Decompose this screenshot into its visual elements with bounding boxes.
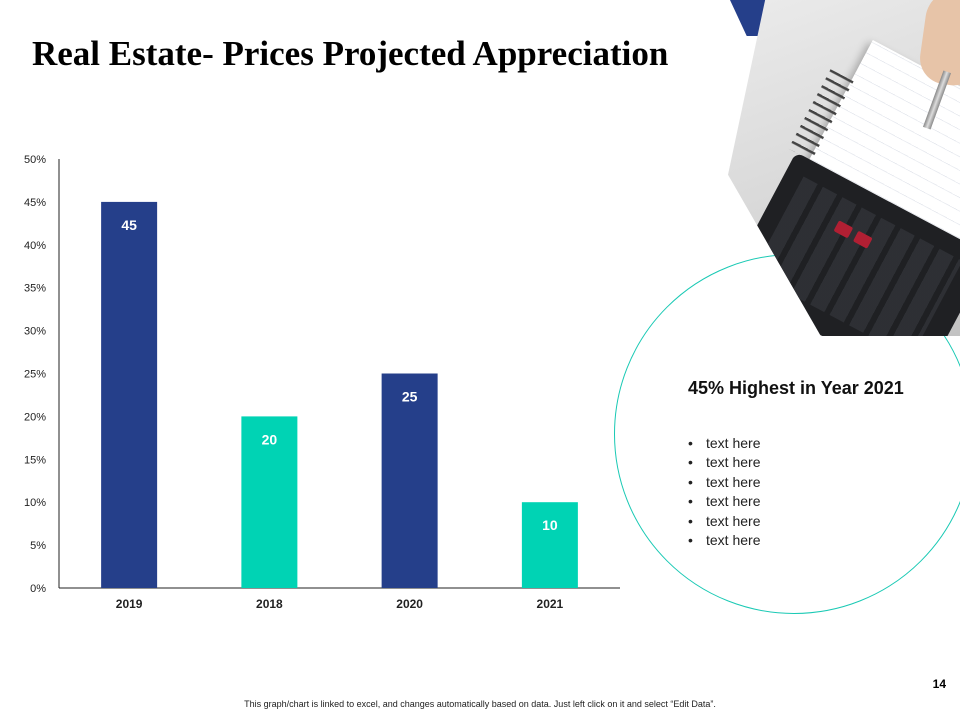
bar bbox=[521, 502, 578, 588]
bar bbox=[381, 373, 438, 588]
x-tick-label: 2021 bbox=[537, 597, 564, 611]
y-tick-label: 15% bbox=[24, 454, 46, 466]
y-tick-label: 0% bbox=[30, 583, 46, 595]
bullet-item: text here bbox=[688, 512, 760, 531]
bullet-item: text here bbox=[688, 453, 760, 472]
page-number: 14 bbox=[932, 677, 946, 691]
bullet-item: text here bbox=[688, 473, 760, 492]
y-tick-label: 10% bbox=[24, 497, 46, 509]
bullet-item: text here bbox=[688, 492, 760, 511]
data-label: 10 bbox=[542, 517, 558, 533]
data-label: 25 bbox=[402, 389, 418, 405]
y-tick-label: 20% bbox=[24, 411, 46, 423]
y-tick-label: 45% bbox=[24, 197, 46, 209]
x-tick-label: 2020 bbox=[396, 597, 423, 611]
bullet-item: text here bbox=[688, 531, 760, 550]
x-tick-label: 2019 bbox=[116, 597, 143, 611]
y-tick-label: 5% bbox=[30, 540, 46, 552]
y-tick-label: 35% bbox=[24, 283, 46, 295]
bullet-item: text here bbox=[688, 434, 760, 453]
y-tick-label: 25% bbox=[24, 369, 46, 381]
footnote: This graph/chart is linked to excel, and… bbox=[244, 699, 716, 709]
y-tick-label: 50% bbox=[24, 154, 46, 166]
callout-bullet-list: text here text here text here text here … bbox=[688, 434, 760, 550]
page-title: Real Estate- Prices Projected Appreciati… bbox=[32, 34, 669, 73]
bar bbox=[241, 416, 298, 588]
y-tick-label: 40% bbox=[24, 240, 46, 252]
data-label: 20 bbox=[262, 431, 278, 447]
data-label: 45 bbox=[121, 217, 137, 233]
y-tick-label: 30% bbox=[24, 326, 46, 338]
x-tick-label: 2018 bbox=[256, 597, 283, 611]
bar bbox=[101, 201, 158, 588]
callout-heading: 45% Highest in Year 2021 bbox=[688, 378, 904, 398]
